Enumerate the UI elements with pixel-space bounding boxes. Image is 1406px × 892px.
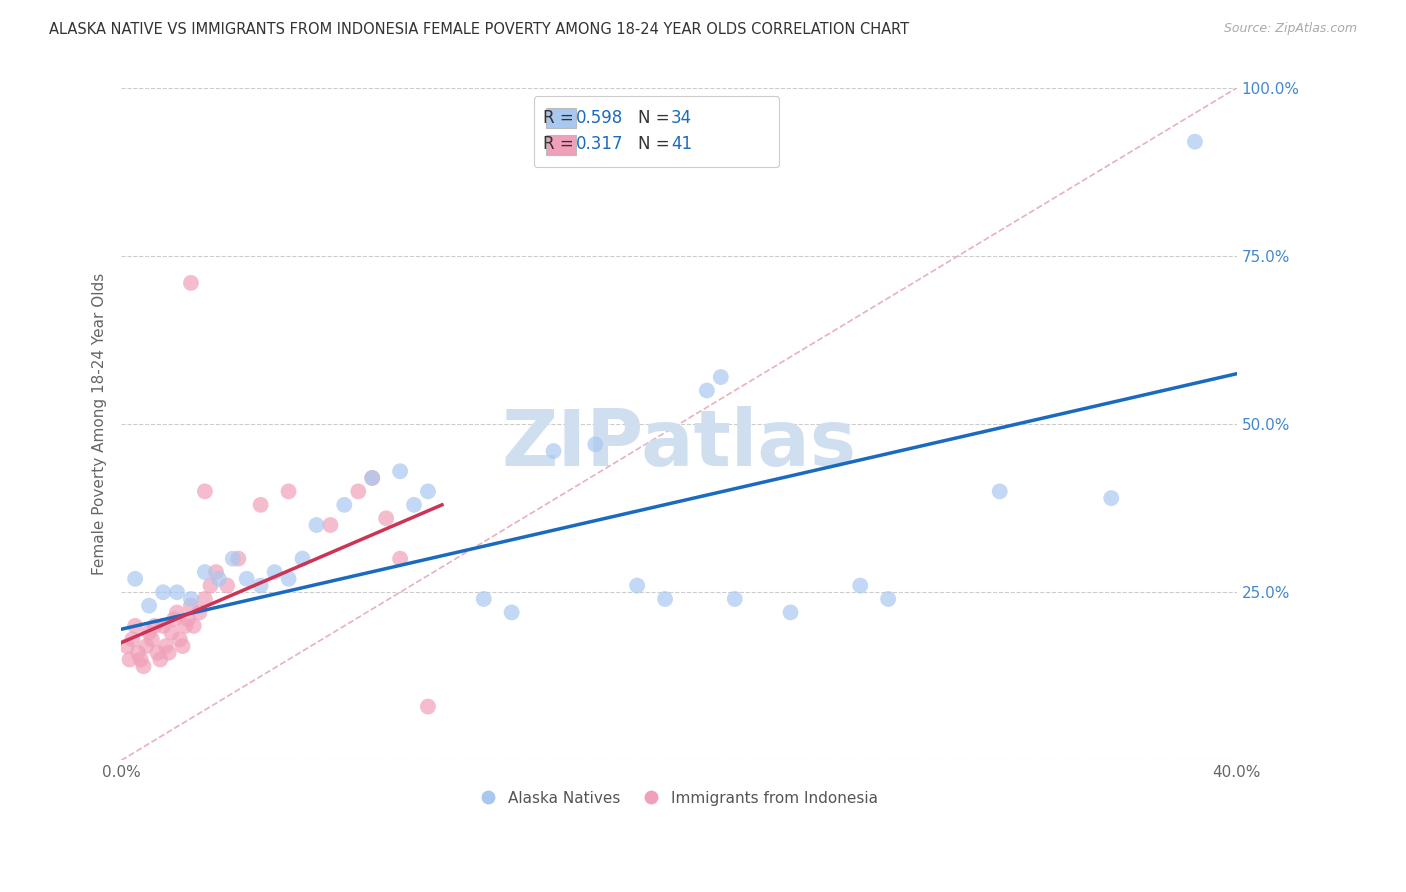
Text: N =: N = [638,109,675,128]
Point [416,699,439,714]
Point [208,572,231,586]
Text: N =: N = [638,135,675,153]
Point [200,578,222,592]
Point [129,652,152,666]
Point [389,551,412,566]
Point [160,625,183,640]
Point [222,551,245,566]
Point [389,464,412,478]
Point [132,659,155,673]
Text: R =: R = [543,135,579,153]
Point [149,652,172,666]
Point [180,276,202,290]
Point [277,572,299,586]
Text: ALASKA NATIVE VS IMMIGRANTS FROM INDONESIA FEMALE POVERTY AMONG 18-24 YEAR OLDS : ALASKA NATIVE VS IMMIGRANTS FROM INDONES… [49,22,910,37]
Point [115,639,138,653]
Point [724,592,747,607]
Point [1099,491,1122,505]
Point [472,592,495,607]
Point [319,518,342,533]
Point [877,592,900,607]
Point [124,572,146,586]
Point [626,578,648,592]
Point [988,484,1011,499]
Point [779,606,801,620]
Point [375,511,398,525]
Point [141,632,163,647]
Point [583,437,606,451]
Point [194,565,217,579]
Point [127,646,149,660]
Point [135,639,157,653]
Point [177,612,200,626]
Point [543,444,565,458]
Text: 0.598: 0.598 [576,109,624,128]
Point [118,652,141,666]
Text: 41: 41 [671,135,692,153]
Point [402,498,425,512]
Point [163,612,186,626]
Point [305,518,328,533]
Point [263,565,285,579]
Text: Source: ZipAtlas.com: Source: ZipAtlas.com [1223,22,1357,36]
Point [416,484,439,499]
Point [166,606,188,620]
Text: 0.317: 0.317 [576,135,624,153]
Y-axis label: Female Poverty Among 18-24 Year Olds: Female Poverty Among 18-24 Year Olds [93,273,107,575]
Point [146,646,169,660]
Point [849,578,872,592]
Point [277,484,299,499]
Text: ZIPatlas: ZIPatlas [502,407,856,483]
Point [143,619,166,633]
Text: R =: R = [543,109,579,128]
Text: 34: 34 [671,109,692,128]
Point [205,565,228,579]
Point [155,639,177,653]
Point [121,632,143,647]
Point [152,619,174,633]
Point [169,632,191,647]
Point [361,471,384,485]
Point [333,498,356,512]
Point [696,384,718,398]
Point [249,498,271,512]
Point [180,592,202,607]
Point [157,646,180,660]
Point [249,578,271,592]
Point [217,578,239,592]
Point [194,592,217,607]
Point [194,484,217,499]
Point [347,484,370,499]
Point [180,599,202,613]
Point [124,619,146,633]
Point [654,592,676,607]
Point [138,599,160,613]
Point [188,606,211,620]
Point [361,471,384,485]
Point [166,585,188,599]
Point [152,585,174,599]
Point [228,551,250,566]
Legend: Alaska Natives, Immigrants from Indonesia: Alaska Natives, Immigrants from Indonesi… [472,783,886,814]
Point [501,606,523,620]
Point [138,625,160,640]
Point [235,572,257,586]
Point [710,370,733,384]
Point [291,551,314,566]
Point [174,619,197,633]
Point [172,639,194,653]
Point [183,619,205,633]
Point [1184,135,1206,149]
